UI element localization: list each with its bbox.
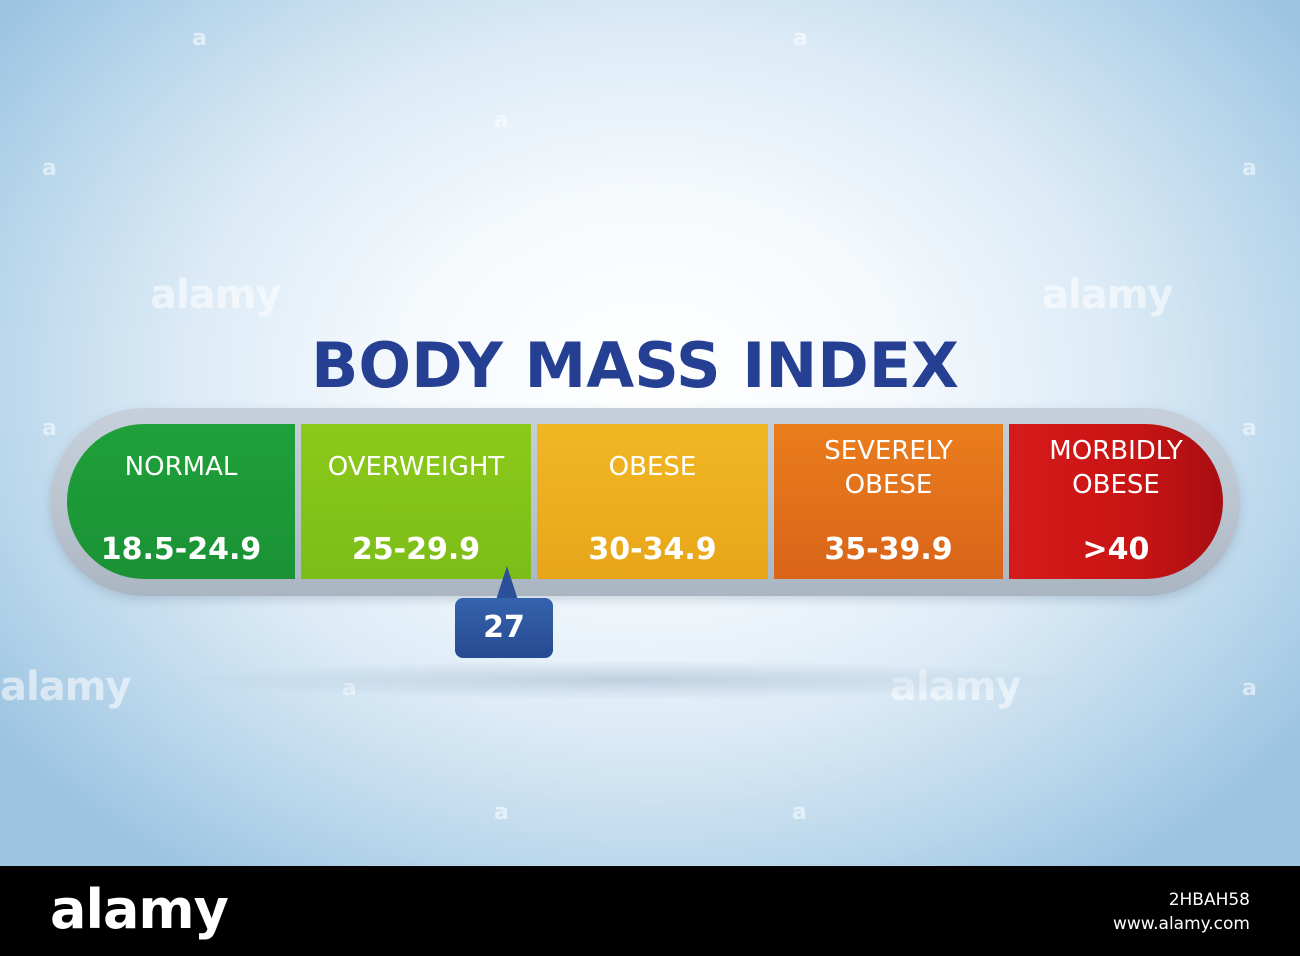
bmi-category-obese: OBESE 30-34.9 xyxy=(537,424,768,579)
watermark-mark: a xyxy=(42,156,57,181)
watermark-mark: a xyxy=(192,26,207,51)
bmi-category-severely-obese: SEVERELY OBESE 35-39.9 xyxy=(774,424,1003,579)
stock-footer: alamy 2HBAH58 www.alamy.com xyxy=(0,866,1300,956)
page-title: BODY MASS INDEX xyxy=(311,329,959,402)
bmi-category-morbidly-obese: MORBIDLY OBESE >40 xyxy=(1009,424,1223,579)
category-range: 18.5-24.9 xyxy=(100,532,262,567)
category-label: SEVERELY OBESE xyxy=(824,436,953,500)
bmi-category-overweight: OVERWEIGHT 25-29.9 xyxy=(301,424,531,579)
watermark-mark: a xyxy=(494,108,509,133)
floor-shadow xyxy=(180,660,1080,700)
bmi-illustration: a a a a a alamy alamy a a alamy alamy a … xyxy=(0,0,1300,866)
category-label: OVERWEIGHT xyxy=(327,452,505,482)
watermark-text: alamy xyxy=(890,664,1021,710)
category-range: 35-39.9 xyxy=(824,532,953,567)
category-range: 25-29.9 xyxy=(351,532,481,567)
category-label: MORBIDLY OBESE xyxy=(1049,436,1183,500)
watermark-mark: a xyxy=(1242,676,1257,701)
watermark-mark: a xyxy=(42,416,57,441)
image-id: 2HBAH58 xyxy=(1168,890,1250,910)
footer-info: 2HBAH58 www.alamy.com xyxy=(1113,888,1250,936)
category-range: 30-34.9 xyxy=(588,532,717,567)
bmi-indicator: 27 xyxy=(455,566,553,658)
watermark-mark: a xyxy=(1242,416,1257,441)
watermark-text: alamy xyxy=(150,272,281,318)
watermark-text: alamy xyxy=(1042,272,1173,318)
indicator-arrow-icon xyxy=(496,566,518,600)
category-range: >40 xyxy=(1082,532,1150,567)
footer-logo: alamy xyxy=(50,878,229,941)
watermark-mark: a xyxy=(792,800,807,825)
watermark-mark: a xyxy=(494,800,509,825)
watermark-mark: a xyxy=(342,676,357,701)
bmi-category-normal: NORMAL 18.5-24.9 xyxy=(67,424,295,579)
category-label: NORMAL xyxy=(124,452,238,482)
indicator-value: 27 xyxy=(455,598,553,658)
footer-url: www.alamy.com xyxy=(1112,914,1250,934)
watermark-mark: a xyxy=(1242,156,1257,181)
watermark-mark: a xyxy=(793,26,808,51)
category-label: OBESE xyxy=(608,452,697,482)
watermark-text: alamy xyxy=(0,664,131,710)
